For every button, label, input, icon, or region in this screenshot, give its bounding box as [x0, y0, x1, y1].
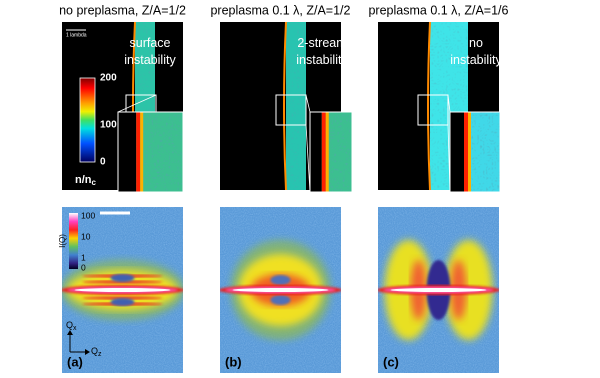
streak-white — [390, 288, 487, 292]
instability-label: no instability — [450, 36, 502, 67]
zoom-line — [305, 94, 311, 113]
inset-frame — [309, 111, 353, 193]
zoom-box — [417, 94, 449, 126]
zoom-line — [117, 94, 157, 113]
label-sub: c — [92, 178, 97, 187]
center — [270, 295, 291, 305]
axis-label: Qx — [66, 320, 77, 331]
zoom-line — [305, 124, 311, 193]
colorbar-tick: 100 — [81, 210, 95, 220]
plasma-texture — [286, 22, 306, 190]
label-line: instability — [124, 53, 176, 67]
colorbar-tick: 10 — [81, 231, 91, 241]
center — [270, 275, 291, 285]
arrow-head — [67, 330, 90, 355]
surface-line — [283, 22, 287, 190]
zoom-box — [275, 94, 307, 126]
panel-label: (c) — [383, 354, 399, 369]
panel-label: (b) — [225, 354, 242, 369]
streak-white — [232, 288, 329, 292]
label-line: instability — [450, 53, 502, 67]
label-line: no — [469, 36, 483, 50]
colorbar-tick: 1 — [81, 252, 86, 262]
column-title: no preplasma, Z/A=1/2 — [59, 3, 186, 17]
colorbar-label: n/nc — [75, 174, 97, 187]
density-content — [283, 22, 306, 190]
colorbar-label: I(Q) — [58, 234, 67, 248]
center — [110, 274, 135, 282]
inset-texture — [136, 112, 183, 192]
column-title: preplasma 0.1 λ, Z/A=1/2 — [210, 3, 350, 17]
instability-label: 2-stream instability — [296, 36, 348, 67]
inset-edge — [140, 112, 144, 192]
scatter-content — [62, 207, 183, 373]
label-line: surface — [130, 36, 171, 50]
scatter-content — [378, 207, 499, 373]
label-sub: z — [98, 351, 102, 358]
scatter-content — [220, 207, 341, 373]
inset-frame — [449, 111, 501, 193]
panels: no preplasma, Z/A=1/2 surface instability (… — [58, 3, 509, 373]
colorbar-tick: 0 — [81, 262, 86, 272]
streak-white — [74, 288, 171, 292]
axis-label: Qz — [91, 346, 102, 357]
instability-label: surface instability — [124, 36, 176, 67]
inset-edge — [136, 112, 141, 192]
label-main: Q — [66, 320, 73, 330]
label-main: Q — [91, 346, 98, 356]
label-sub: x — [73, 325, 77, 332]
inset-edge — [325, 112, 329, 192]
colorbar-tick: 0 — [100, 157, 106, 168]
inset-edge — [321, 112, 326, 192]
inset-frame — [117, 111, 184, 193]
label-line: instability — [296, 53, 348, 67]
panel-label: (a) — [67, 354, 83, 369]
label-line: 2-stream — [297, 36, 346, 50]
colorbar-tick: 200 — [100, 73, 117, 84]
colorbar-tick: 100 — [100, 120, 117, 131]
center — [110, 298, 135, 306]
surface-line — [427, 22, 431, 190]
inset-edge — [468, 112, 471, 192]
density-colorbar — [79, 77, 96, 163]
zoom-line — [447, 94, 451, 113]
column-title: preplasma 0.1 λ, Z/A=1/6 — [368, 3, 508, 17]
intensity-colorbar — [69, 213, 78, 269]
inset-edge — [464, 112, 468, 192]
label-main: n/n — [75, 174, 92, 186]
scale-label: 1 lambda — [66, 32, 87, 38]
